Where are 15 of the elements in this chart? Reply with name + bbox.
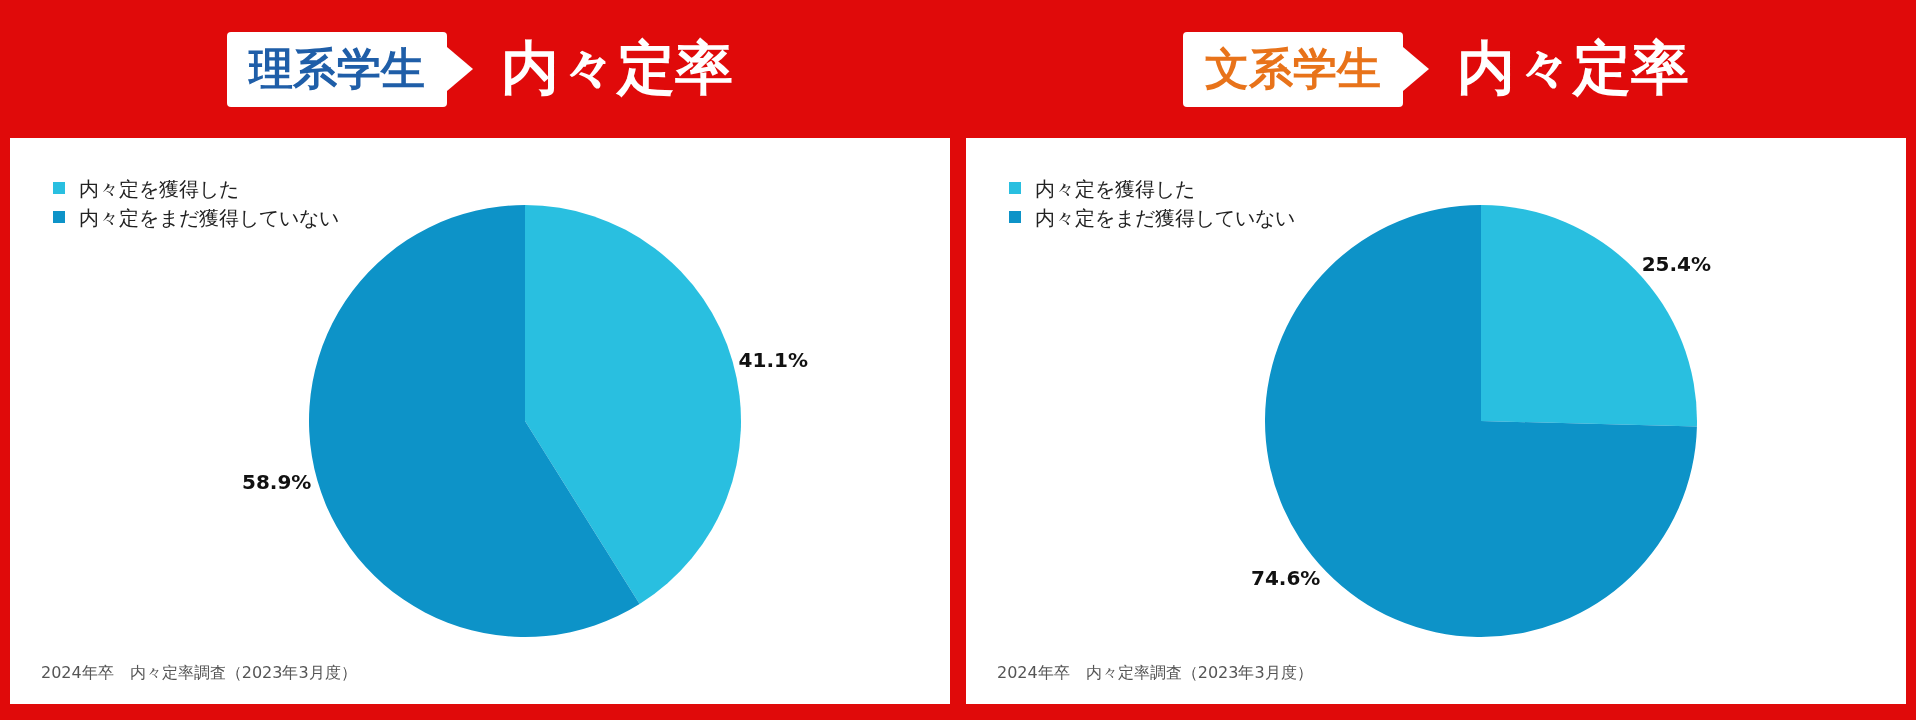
data-label: 25.4% [1641,252,1712,277]
data-label: 74.6% [1250,565,1321,590]
data-label: 58.9% [242,469,312,494]
legend-label: 内々定を獲得した [1035,176,1195,201]
chart-subtitle: 内々定率 [501,33,733,104]
data-label: 41.1% [738,348,808,373]
legend-label: 内々定を獲得した [79,176,239,201]
pie-slice [525,205,741,605]
text: 2024年卒 内々定率調査（2023年3月度） [997,663,1313,682]
legend-label: 内々定をまだ獲得していない [1035,205,1295,230]
text: 2024年卒 内々定率調査（2023年3月度） [41,663,357,682]
legend-label: 内々定をまだ獲得していない [79,205,339,230]
chart-title: 文系学生 [1183,31,1403,107]
chart-title: 理系学生 [227,31,447,107]
chart-subtitle: 内々定率 [1457,33,1689,104]
